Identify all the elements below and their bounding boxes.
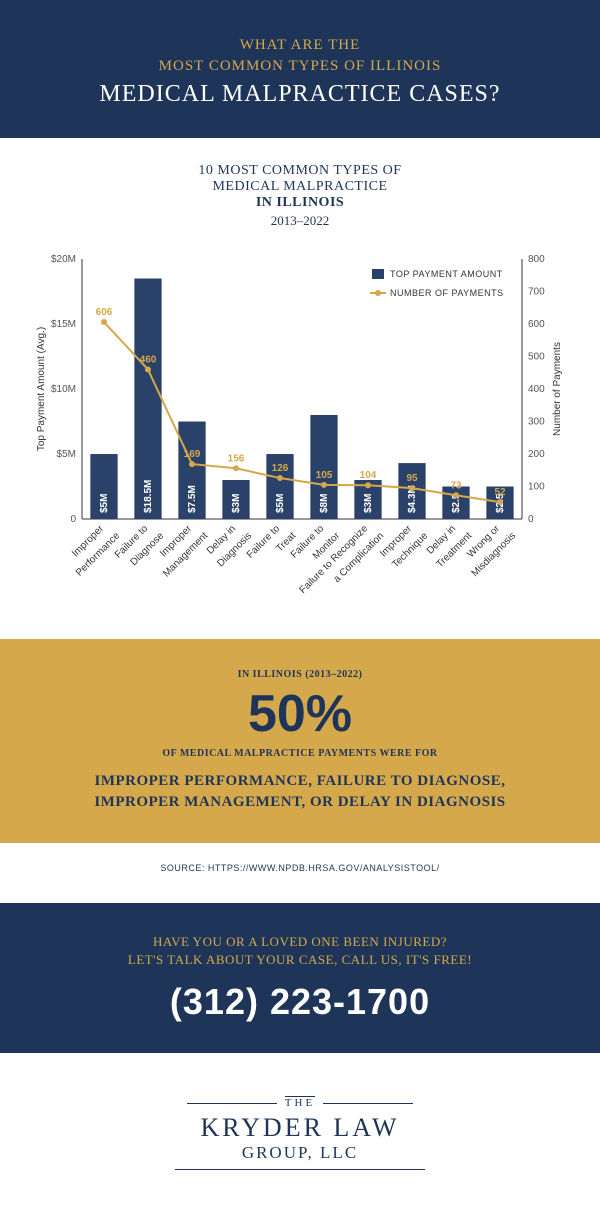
svg-text:$20M: $20M [51, 254, 76, 265]
stat-list-1: IMPROPER PERFORMANCE, FAILURE TO DIAGNOS… [40, 771, 560, 792]
svg-text:TOP PAYMENT AMOUNT: TOP PAYMENT AMOUNT [390, 269, 503, 279]
stat-list-2: IMPROPER MANAGEMENT, OR DELAY IN DIAGNOS… [40, 792, 560, 813]
svg-text:460: 460 [140, 355, 157, 366]
chart-container: 0 $5M $10M $15M $20M 0 100 200 300 400 500 600 700 80… [30, 249, 570, 609]
svg-text:606: 606 [96, 307, 113, 318]
firm-logo: THE KRYDER LAW GROUP, LLC [175, 1093, 425, 1170]
svg-text:$3M: $3M [231, 494, 242, 513]
svg-text:600: 600 [528, 319, 545, 330]
cta-line-1: HAVE YOU OR A LOVED ONE BEEN INJURED? [20, 933, 580, 951]
svg-text:104: 104 [360, 470, 377, 481]
svg-text:$5M: $5M [57, 449, 76, 460]
stat-big: 50% [40, 684, 560, 744]
svg-text:800: 800 [528, 254, 545, 265]
svg-text:0: 0 [528, 514, 534, 525]
chart-title: 10 MOST COMMON TYPES OF MEDICAL MALPRACT… [30, 163, 570, 229]
logo-the: THE [285, 1096, 315, 1109]
logo-sub: GROUP, LLC [175, 1143, 425, 1170]
svg-text:100: 100 [528, 482, 545, 493]
chart-section: 10 MOST COMMON TYPES OF MEDICAL MALPRACT… [0, 138, 600, 639]
svg-text:300: 300 [528, 417, 545, 428]
svg-text:200: 200 [528, 449, 545, 460]
svg-text:52: 52 [494, 487, 506, 498]
svg-text:Top Payment Amount (Avg.): Top Payment Amount (Avg.) [36, 327, 47, 451]
svg-text:169: 169 [184, 449, 201, 460]
svg-text:$5M: $5M [99, 494, 110, 513]
svg-text:$10M: $10M [51, 384, 76, 395]
stat-pre: IN ILLINOIS (2013–2022) [40, 669, 560, 680]
chart-title-4: 2013–2022 [30, 213, 570, 229]
footer: THE KRYDER LAW GROUP, LLC [0, 1053, 600, 1220]
chart-title-2: MEDICAL MALPRACTICE [30, 179, 570, 195]
header-title: MEDICAL MALPRACTICE CASES? [20, 81, 580, 108]
stat-sub: OF MEDICAL MALPRACTICE PAYMENTS WERE FOR [40, 748, 560, 759]
chart-title-3: IN ILLINOIS [30, 195, 570, 211]
header-banner: WHAT ARE THE MOST COMMON TYPES OF ILLINO… [0, 0, 600, 138]
svg-text:$18.5M: $18.5M [143, 480, 154, 513]
svg-text:$8M: $8M [319, 494, 330, 513]
svg-text:$5M: $5M [275, 494, 286, 513]
svg-text:0: 0 [70, 514, 76, 525]
header-subtitle-1: WHAT ARE THE [20, 35, 580, 56]
svg-text:105: 105 [316, 470, 333, 481]
svg-text:156: 156 [228, 453, 245, 464]
logo-main: KRYDER LAW [175, 1113, 425, 1143]
svg-text:$7.5M: $7.5M [187, 485, 198, 513]
cta-banner: HAVE YOU OR A LOVED ONE BEEN INJURED? LE… [0, 903, 600, 1053]
svg-text:700: 700 [528, 287, 545, 298]
chart-title-1: 10 MOST COMMON TYPES OF [30, 163, 570, 179]
stat-band: IN ILLINOIS (2013–2022) 50% OF MEDICAL M… [0, 639, 600, 843]
svg-text:400: 400 [528, 384, 545, 395]
header-subtitle-2: MOST COMMON TYPES OF ILLINOIS [20, 56, 580, 77]
cta-line-2: LET'S TALK ABOUT YOUR CASE, CALL US, IT'… [20, 951, 580, 969]
cta-phone[interactable]: (312) 223-1700 [20, 981, 580, 1023]
svg-text:$15M: $15M [51, 319, 76, 330]
svg-text:126: 126 [272, 463, 289, 474]
svg-text:73: 73 [450, 480, 462, 491]
chart-svg: 0 $5M $10M $15M $20M 0 100 200 300 400 500 600 700 80… [30, 249, 570, 609]
svg-text:NUMBER OF PAYMENTS: NUMBER OF PAYMENTS [390, 288, 504, 298]
svg-text:95: 95 [406, 473, 418, 484]
source-line: SOURCE: HTTPS://WWW.NPDB.HRSA.GOV/ANALYS… [0, 843, 600, 893]
svg-text:Number of Payments: Number of Payments [552, 342, 563, 436]
svg-text:$3M: $3M [363, 494, 374, 513]
svg-text:500: 500 [528, 352, 545, 363]
